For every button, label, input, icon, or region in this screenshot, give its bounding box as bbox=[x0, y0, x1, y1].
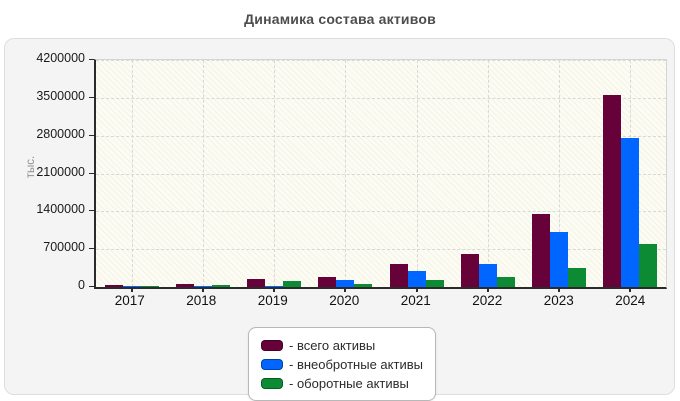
x-tick-mark bbox=[273, 288, 276, 292]
bar-groups bbox=[96, 60, 666, 287]
x-axis-label: 2017 bbox=[114, 293, 145, 308]
bar-оборотные-активы-2017 bbox=[140, 285, 159, 287]
bar-всего-активы-2020 bbox=[318, 277, 337, 287]
bar-group-2024 bbox=[595, 60, 666, 287]
bar-group-2022 bbox=[452, 60, 523, 287]
legend-item: - всего активы bbox=[261, 336, 423, 355]
bar-group-2019 bbox=[239, 60, 310, 287]
y-tick-mark bbox=[89, 96, 94, 98]
x-axis-label: 2019 bbox=[257, 293, 288, 308]
plot-area bbox=[94, 59, 667, 289]
y-tick-label: 2100000 bbox=[36, 164, 85, 179]
x-tick-mark bbox=[629, 288, 632, 292]
y-tick-label: 0 bbox=[78, 278, 85, 292]
bar-оборотные-активы-2021 bbox=[425, 280, 444, 287]
bar-всего-активы-2017 bbox=[104, 284, 123, 287]
y-tick-mark bbox=[89, 286, 94, 287]
bar-group-2017 bbox=[96, 60, 167, 287]
x-axis-label: 2020 bbox=[329, 293, 360, 308]
bar-внеобротные-активы-2017 bbox=[122, 285, 141, 287]
y-tick-label: 3500000 bbox=[36, 88, 85, 103]
x-tick-mark bbox=[415, 288, 418, 292]
bar-всего-активы-2018 bbox=[175, 283, 194, 287]
y-tick-label: 700000 bbox=[43, 240, 85, 255]
bar-group-2020 bbox=[310, 60, 381, 287]
x-gridline bbox=[131, 60, 133, 287]
y-tick-label: 1400000 bbox=[36, 202, 85, 217]
x-gridline bbox=[559, 60, 561, 287]
bar-всего-активы-2021 bbox=[389, 264, 408, 287]
y-gridline bbox=[96, 60, 666, 61]
legend: - всего активы - внеобротные активы - обор… bbox=[248, 327, 436, 401]
bar-оборотные-активы-2018 bbox=[211, 284, 230, 287]
bar-всего-активы-2022 bbox=[460, 254, 479, 287]
legend-label: - внеобротные активы bbox=[289, 357, 423, 372]
x-axis-label: 2022 bbox=[472, 293, 503, 308]
bar-оборотные-активы-2022 bbox=[496, 276, 515, 287]
y-tick-mark bbox=[89, 172, 94, 174]
bar-внеобротные-активы-2021 bbox=[407, 271, 426, 287]
y-tick-label: 2800000 bbox=[36, 126, 85, 141]
x-tick-mark bbox=[130, 288, 133, 292]
bar-всего-активы-2019 bbox=[247, 279, 266, 287]
bar-оборотные-активы-2020 bbox=[354, 283, 373, 287]
bar-оборотные-активы-2023 bbox=[568, 268, 587, 287]
bar-внеобротные-активы-2018 bbox=[193, 285, 212, 287]
x-tick-mark bbox=[344, 288, 347, 292]
bar-group-2021 bbox=[381, 60, 452, 287]
y-tick-label: 4200000 bbox=[36, 51, 85, 65]
bar-всего-активы-2024 bbox=[603, 95, 622, 287]
bar-оборотные-активы-2024 bbox=[639, 243, 658, 287]
legend-label: - всего активы bbox=[289, 338, 376, 353]
bar-внеобротные-активы-2022 bbox=[478, 264, 497, 287]
y-tick-mark bbox=[89, 210, 94, 212]
bar-оборотные-активы-2019 bbox=[283, 280, 302, 287]
x-gridline bbox=[202, 60, 204, 287]
chart-card: тыс. 2017 2018 2019 2020 2021 2022 2023 2024 - … bbox=[4, 38, 675, 401]
y-gridline bbox=[96, 135, 666, 137]
y-tick-mark bbox=[89, 248, 94, 250]
bar-внеобротные-активы-2019 bbox=[265, 285, 284, 287]
x-axis-label: 2018 bbox=[186, 293, 217, 308]
bar-group-2018 bbox=[167, 60, 238, 287]
legend-swatch-icon bbox=[261, 359, 283, 370]
x-gridline bbox=[487, 60, 489, 287]
x-axis-label: 2024 bbox=[615, 293, 646, 308]
x-tick-mark bbox=[201, 288, 204, 292]
y-tick-mark bbox=[89, 59, 94, 60]
legend-swatch-icon bbox=[261, 378, 283, 389]
bar-group-2023 bbox=[524, 60, 595, 287]
y-gridline bbox=[96, 173, 666, 175]
y-gridline bbox=[96, 249, 666, 251]
legend-swatch-icon bbox=[261, 340, 283, 351]
bar-всего-активы-2023 bbox=[532, 213, 551, 287]
chart-title: Динамика состава активов bbox=[244, 11, 436, 27]
x-axis-label: 2021 bbox=[400, 293, 431, 308]
x-gridline bbox=[274, 60, 276, 287]
y-gridline bbox=[96, 211, 666, 213]
x-tick-mark bbox=[486, 288, 489, 292]
bar-внеобротные-активы-2024 bbox=[621, 138, 640, 287]
legend-label: - оборотные активы bbox=[289, 376, 409, 391]
x-axis-labels: 2017 2018 2019 2020 2021 2022 2023 2024 bbox=[94, 293, 666, 308]
y-gridline bbox=[96, 97, 666, 99]
y-tick-mark bbox=[89, 134, 94, 136]
x-axis-label: 2023 bbox=[543, 293, 574, 308]
legend-item: - оборотные активы bbox=[261, 374, 423, 393]
x-gridline bbox=[345, 60, 347, 287]
x-gridline bbox=[416, 60, 418, 287]
x-tick-mark bbox=[558, 288, 561, 292]
legend-item: - внеобротные активы bbox=[261, 355, 423, 374]
bar-внеобротные-активы-2023 bbox=[550, 232, 569, 287]
bar-внеобротные-активы-2020 bbox=[336, 280, 355, 287]
